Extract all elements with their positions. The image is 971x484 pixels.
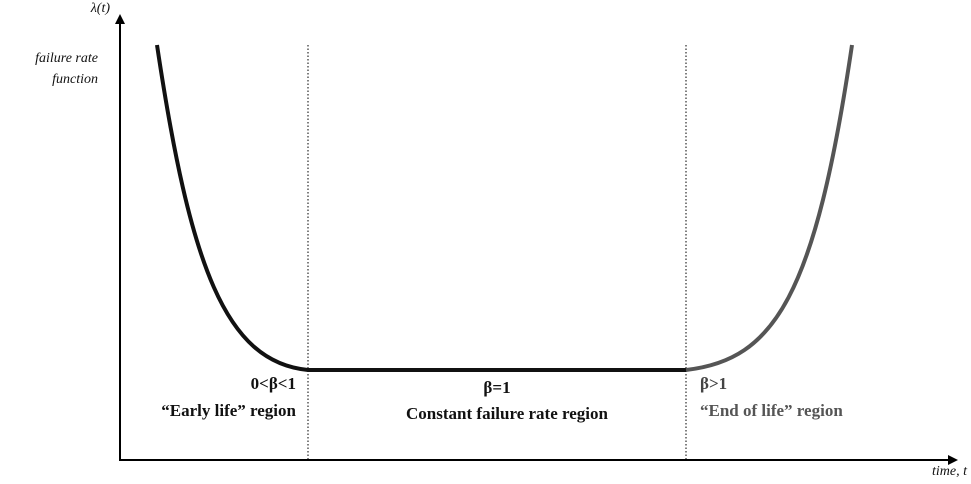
region-label: Constant failure rate region [406, 404, 608, 423]
y-axis-label: function [52, 72, 98, 87]
region-parameter: β>1 [700, 374, 727, 393]
region-parameter: β=1 [483, 378, 510, 397]
early-life-curve [155, 44, 309, 372]
region-label: “Early life” region [161, 401, 296, 420]
region-label: “End of life” region [700, 401, 843, 420]
end-of-life-curve [685, 44, 854, 372]
x-axis-label: time, t [932, 464, 968, 479]
y-axis-symbol: λ(t) [90, 1, 111, 16]
region-parameter: 0<β<1 [251, 374, 296, 393]
y-axis-label: failure rate [35, 51, 98, 66]
